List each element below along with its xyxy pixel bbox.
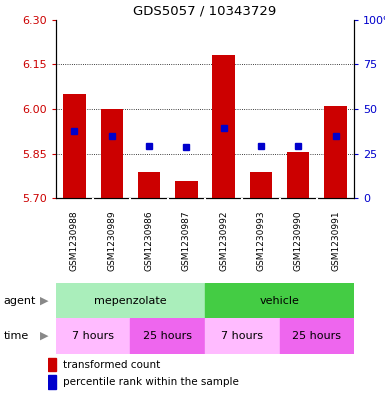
Text: GSM1230990: GSM1230990 bbox=[294, 210, 303, 271]
Bar bbox=[56, 283, 205, 318]
Title: GDS5057 / 10343729: GDS5057 / 10343729 bbox=[133, 4, 277, 17]
Text: time: time bbox=[4, 331, 29, 341]
Bar bbox=[205, 283, 354, 318]
Bar bbox=[213, 55, 235, 198]
Text: mepenzolate: mepenzolate bbox=[94, 296, 167, 306]
Text: GSM1230991: GSM1230991 bbox=[331, 210, 340, 271]
Bar bbox=[287, 152, 310, 198]
Text: 25 hours: 25 hours bbox=[292, 331, 341, 341]
Text: GSM1230987: GSM1230987 bbox=[182, 210, 191, 271]
Text: vehicle: vehicle bbox=[259, 296, 300, 306]
Text: percentile rank within the sample: percentile rank within the sample bbox=[64, 377, 239, 387]
Text: GSM1230993: GSM1230993 bbox=[256, 210, 266, 271]
Bar bbox=[100, 109, 123, 198]
Bar bbox=[131, 318, 205, 354]
Text: GSM1230988: GSM1230988 bbox=[70, 210, 79, 271]
Text: ▶: ▶ bbox=[40, 331, 49, 341]
Text: 7 hours: 7 hours bbox=[72, 331, 114, 341]
Text: transformed count: transformed count bbox=[64, 360, 161, 370]
Bar bbox=[324, 106, 347, 198]
Text: GSM1230992: GSM1230992 bbox=[219, 211, 228, 271]
Bar bbox=[48, 375, 56, 389]
Bar bbox=[250, 172, 272, 198]
Text: 25 hours: 25 hours bbox=[143, 331, 192, 341]
Text: 7 hours: 7 hours bbox=[221, 331, 263, 341]
Text: ▶: ▶ bbox=[40, 296, 49, 306]
Bar bbox=[175, 180, 198, 198]
Bar bbox=[280, 318, 354, 354]
Bar bbox=[48, 358, 56, 371]
Bar bbox=[56, 318, 131, 354]
Text: agent: agent bbox=[4, 296, 36, 306]
Text: GSM1230986: GSM1230986 bbox=[144, 210, 154, 271]
Bar bbox=[138, 172, 160, 198]
Text: GSM1230989: GSM1230989 bbox=[107, 210, 116, 271]
Bar bbox=[205, 318, 280, 354]
Bar bbox=[63, 94, 85, 198]
